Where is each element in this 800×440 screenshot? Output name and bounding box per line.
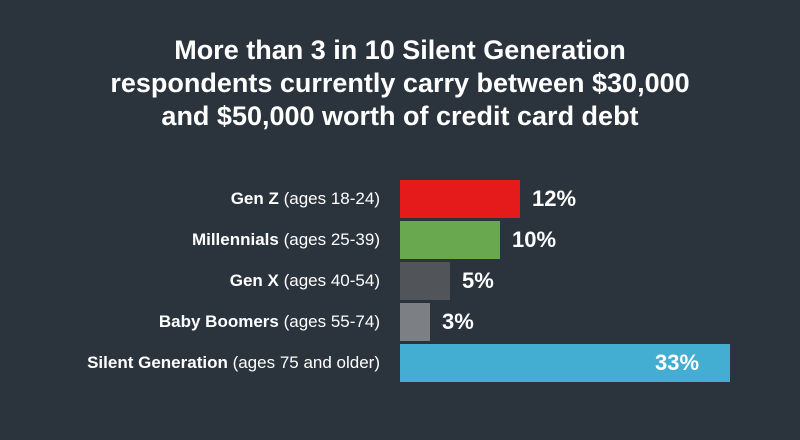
- value-label: 12%: [532, 186, 577, 211]
- bar-row: Baby Boomers (ages 55-74) 3%: [0, 303, 800, 341]
- category-label: Millennials (ages 25-39): [192, 221, 380, 259]
- category-age-range: (ages 55-74): [278, 312, 380, 331]
- category-name: Millennials: [191, 230, 279, 249]
- value-label: 5%: [462, 268, 494, 293]
- category-name: Gen X: [229, 271, 279, 290]
- category-age-range: (ages 18-24): [278, 189, 380, 208]
- bar-row: Gen Z (ages 18-24) 12%: [0, 180, 800, 218]
- bar: [400, 262, 450, 300]
- chart-title-line-3: and $50,000 worth of credit card debt: [161, 101, 639, 131]
- category-age-range: (ages 75 and older): [227, 353, 380, 372]
- value-label: 3%: [442, 309, 474, 334]
- chart-title-line-2: respondents currently carry between $30,…: [110, 68, 690, 98]
- bar-row: Silent Generation (ages 75 and older) 33%: [0, 344, 800, 382]
- category-label: Gen X (ages 40-54): [230, 262, 380, 300]
- category-age-range: (ages 25-39): [278, 230, 380, 249]
- bar: [400, 180, 520, 218]
- bar: [400, 303, 430, 341]
- category-name: Silent Generation: [87, 353, 228, 372]
- chart-title: More than 3 in 10 Silent Generation resp…: [0, 34, 800, 133]
- category-label: Silent Generation (ages 75 and older): [87, 344, 380, 382]
- category-age-range: (ages 40-54): [278, 271, 380, 290]
- chart-title-line-1: More than 3 in 10 Silent Generation: [174, 35, 626, 65]
- bar: [400, 221, 500, 259]
- category-label: Gen Z (ages 18-24): [231, 180, 380, 218]
- bar: [400, 344, 730, 382]
- bar-row: Gen X (ages 40-54) 5%: [0, 262, 800, 300]
- category-label: Baby Boomers (ages 55-74): [159, 303, 380, 341]
- category-name: Baby Boomers: [158, 312, 279, 331]
- value-label: 33%: [655, 350, 700, 375]
- value-label: 10%: [512, 227, 557, 252]
- category-name: Gen Z: [230, 189, 279, 208]
- bar-row: Millennials (ages 25-39) 10%: [0, 221, 800, 259]
